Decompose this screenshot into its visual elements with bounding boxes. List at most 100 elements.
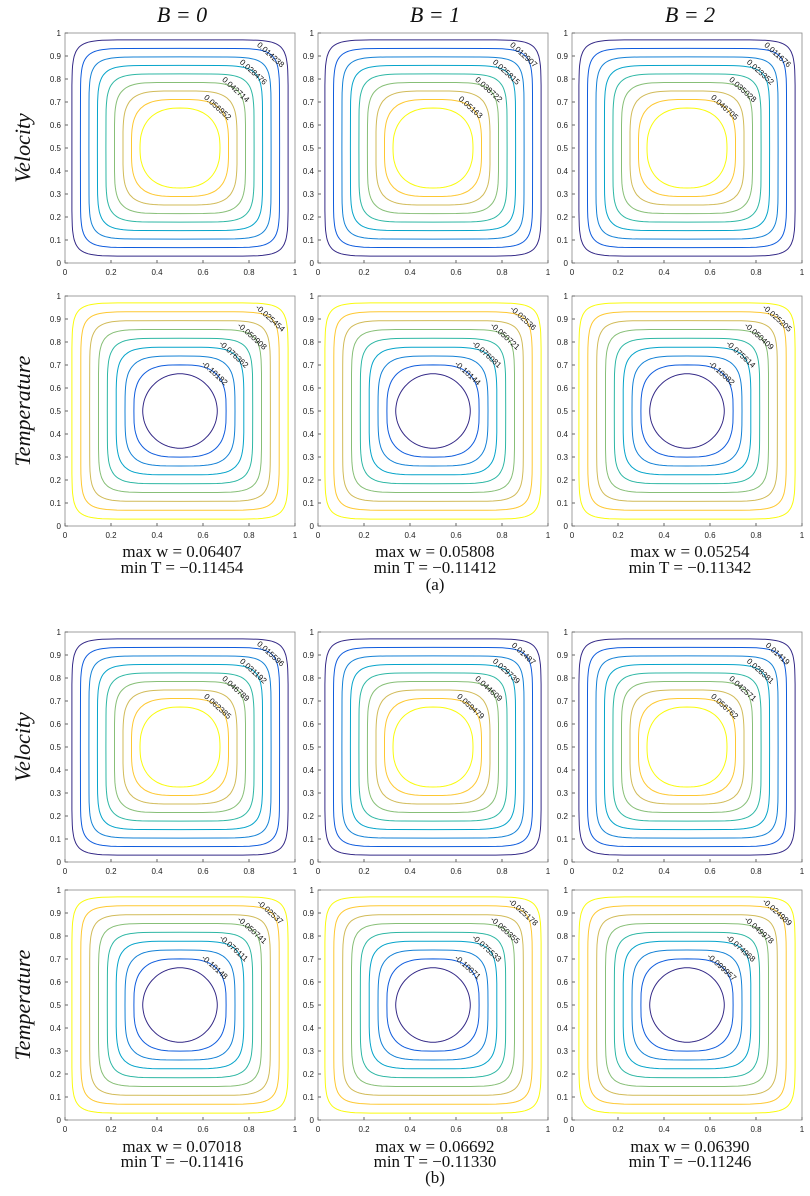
y-tick-label: 0.1 xyxy=(303,236,315,245)
contour-line xyxy=(612,73,762,223)
contour-line xyxy=(596,914,778,1096)
contour-line xyxy=(368,940,498,1070)
x-tick-label: 0.2 xyxy=(358,531,370,540)
contour-line xyxy=(578,302,796,520)
contour-line xyxy=(80,311,280,511)
row-label: Temperature xyxy=(10,355,35,466)
y-tick-label: 0.4 xyxy=(50,430,62,439)
y-tick-label: 0.2 xyxy=(303,213,315,222)
contour-panel: 0 0.2 0.4 0.6 0.8 1 0 0.1 0.2 0.3 0.4 0.5 0.6 0.7 0.8 0… xyxy=(303,29,551,277)
contour-panel: 0 0.2 0.4 0.6 0.8 1 0 0.1 0.2 0.3 0.4 0.5 0.6 0.7 0.8 0… xyxy=(303,886,551,1134)
contour-line xyxy=(622,346,752,476)
y-tick-label: 0.5 xyxy=(557,743,569,752)
contour-line xyxy=(324,638,542,856)
y-tick-label: 0.6 xyxy=(50,121,62,130)
contour-line xyxy=(358,73,508,223)
y-tick-label: 0.6 xyxy=(303,121,315,130)
y-tick-label: 0.1 xyxy=(557,835,569,844)
y-tick-label: 0.1 xyxy=(303,499,315,508)
contour-line xyxy=(332,646,534,848)
x-tick-label: 0.8 xyxy=(496,867,508,876)
y-tick-label: 0.8 xyxy=(50,932,62,941)
contour-line xyxy=(638,99,736,197)
x-tick-label: 0.8 xyxy=(750,268,762,277)
contour-panel: 0 0.2 0.4 0.6 0.8 1 0 0.1 0.2 0.3 0.4 0.5 0.6 0.7 0.8 0… xyxy=(303,292,551,540)
contour-line xyxy=(89,320,271,502)
contour-line xyxy=(131,698,229,796)
contour-line xyxy=(80,905,280,1105)
y-tick-label: 0.9 xyxy=(303,52,315,61)
contour-line xyxy=(122,689,238,805)
y-tick-label: 1 xyxy=(57,29,62,38)
contour-line xyxy=(133,364,227,458)
y-tick-label: 0.3 xyxy=(50,190,62,199)
contour-line xyxy=(613,337,761,485)
y-tick-label: 0.2 xyxy=(557,476,569,485)
y-tick-label: 0.3 xyxy=(557,453,569,462)
contour-line xyxy=(324,302,542,520)
y-tick-label: 0.9 xyxy=(557,52,569,61)
y-tick-label: 0.9 xyxy=(50,315,62,324)
contour-line xyxy=(96,64,264,232)
max-w-caption: max w = 0.05808 xyxy=(375,542,494,561)
contour-line xyxy=(392,706,474,788)
x-tick-label: 0.6 xyxy=(450,1125,462,1134)
y-tick-label: 0.5 xyxy=(303,743,315,752)
y-tick-label: 0.7 xyxy=(557,361,569,370)
contour-panel: 0 0.2 0.4 0.6 0.8 1 0 0.1 0.2 0.3 0.4 0.5 0.6 0.7 0.8 0… xyxy=(50,29,298,277)
x-tick-label: 1 xyxy=(293,1125,298,1134)
contour-line xyxy=(368,346,498,476)
x-tick-label: 0.8 xyxy=(496,268,508,277)
y-tick-label: 0 xyxy=(57,259,62,268)
y-tick-label: 0.5 xyxy=(50,407,62,416)
contour-line xyxy=(366,681,499,813)
y-tick-label: 0 xyxy=(310,259,315,268)
y-tick-label: 0.5 xyxy=(50,1001,62,1010)
y-tick-label: 0.8 xyxy=(303,75,315,84)
row-label: Velocity xyxy=(10,712,35,782)
column-header: B = 0 xyxy=(157,2,207,27)
column-header: B = 1 xyxy=(410,2,460,27)
x-tick-label: 0.4 xyxy=(658,531,670,540)
contour-line xyxy=(142,967,218,1043)
contour-line xyxy=(332,47,534,249)
y-tick-label: 0.4 xyxy=(303,766,315,775)
x-tick-label: 0.2 xyxy=(612,1125,624,1134)
contour-line xyxy=(384,698,482,796)
x-tick-label: 1 xyxy=(800,268,805,277)
contour-line xyxy=(349,64,517,232)
contour-line xyxy=(139,107,221,189)
axes-box xyxy=(64,889,296,1121)
row-label: Velocity xyxy=(10,113,35,183)
axes-box xyxy=(317,889,549,1121)
max-w-caption: max w = 0.06390 xyxy=(630,1137,749,1156)
y-tick-label: 0 xyxy=(310,858,315,867)
y-tick-label: 0.3 xyxy=(50,1047,62,1056)
y-tick-label: 0.5 xyxy=(303,407,315,416)
contour-line xyxy=(79,646,281,848)
y-tick-label: 0 xyxy=(564,858,569,867)
contour-line xyxy=(98,329,262,493)
x-tick-label: 0.2 xyxy=(358,867,370,876)
x-tick-label: 0.8 xyxy=(243,867,255,876)
y-tick-label: 0.2 xyxy=(50,1070,62,1079)
min-t-caption: min T = −0.11342 xyxy=(629,558,752,577)
x-tick-label: 0 xyxy=(316,867,321,876)
contour-line xyxy=(587,311,787,511)
y-tick-label: 0.8 xyxy=(303,338,315,347)
y-tick-label: 1 xyxy=(564,292,569,301)
contour-line xyxy=(596,320,778,502)
contour-line xyxy=(613,931,761,1079)
axes-box xyxy=(571,32,803,264)
y-tick-label: 0.3 xyxy=(557,1047,569,1056)
y-tick-label: 0.5 xyxy=(50,743,62,752)
contour-line xyxy=(612,672,762,822)
contour-line xyxy=(89,914,271,1096)
x-tick-label: 0 xyxy=(570,268,575,277)
contour-line xyxy=(595,56,779,240)
y-tick-label: 0.6 xyxy=(50,978,62,987)
x-tick-label: 0.6 xyxy=(197,268,209,277)
y-tick-label: 0.4 xyxy=(303,167,315,176)
max-w-caption: max w = 0.05254 xyxy=(630,542,750,561)
contour-line xyxy=(621,82,753,215)
